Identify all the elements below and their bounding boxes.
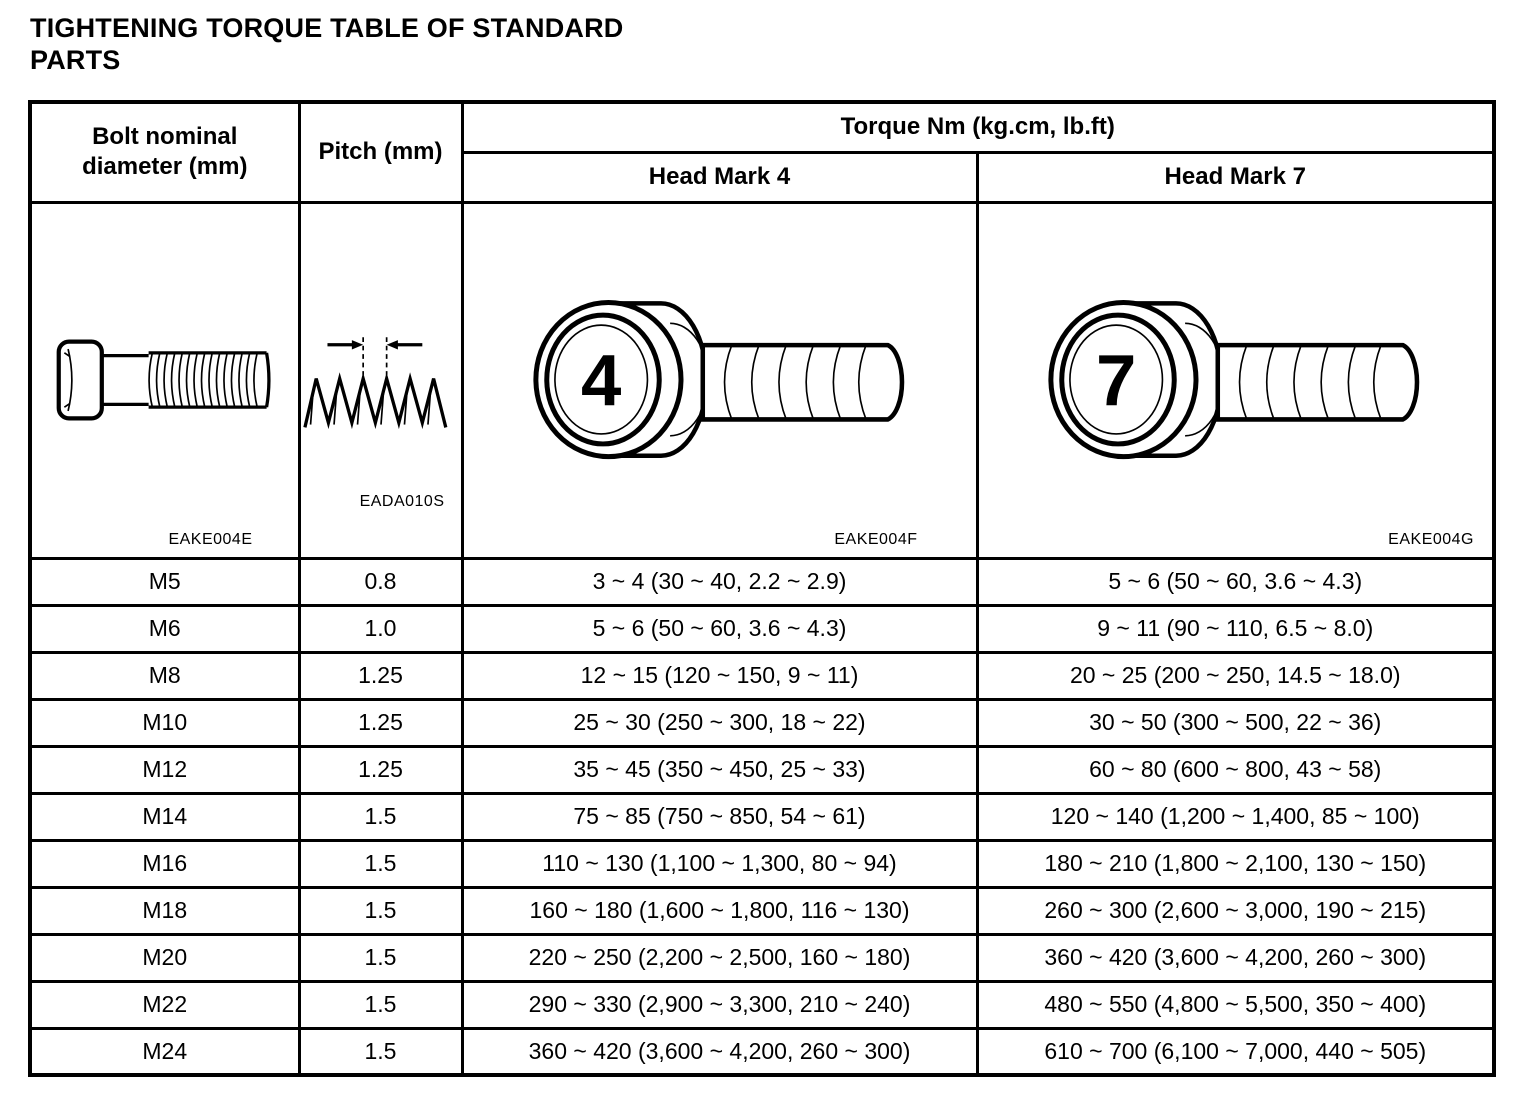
figure-cell-head-mark-7: 7 EAKE004G bbox=[975, 200, 1496, 560]
bolt-size-cell: M10 bbox=[28, 697, 301, 748]
figure-caption-pitch: EADA010S bbox=[359, 492, 445, 510]
pitch-cell: 1.5 bbox=[297, 838, 464, 889]
torque-head-mark-7-cell: 260 ~ 300 (2,600 ~ 3,000, 190 ~ 215) bbox=[975, 885, 1496, 936]
head-mark-4-number: 4 bbox=[581, 340, 621, 421]
torque-head-mark-4-cell: 160 ~ 180 (1,600 ~ 1,800, 116 ~ 130) bbox=[460, 885, 979, 936]
torque-head-mark-4-cell: 75 ~ 85 (750 ~ 850, 54 ~ 61) bbox=[460, 791, 979, 842]
column-header-bolt-diameter: Bolt nominal diameter (mm) bbox=[28, 100, 301, 204]
torque-head-mark-4-cell: 290 ~ 330 (2,900 ~ 3,300, 210 ~ 240) bbox=[460, 979, 979, 1030]
figure-row: EAKE004E EADA010S bbox=[28, 200, 1496, 560]
pitch-cell: 1.5 bbox=[297, 885, 464, 936]
torque-table: Bolt nominal diameter (mm) Pitch (mm) To… bbox=[28, 100, 1496, 1077]
torque-head-mark-7-cell: 9 ~ 11 (90 ~ 110, 6.5 ~ 8.0) bbox=[975, 603, 1496, 654]
pitch-cell: 0.8 bbox=[297, 556, 464, 607]
header-row-2: Head Mark 4 Head Mark 7 bbox=[30, 150, 1496, 204]
pitch-cell: 1.25 bbox=[297, 650, 464, 701]
table-row: M6 1.0 5 ~ 6 (50 ~ 60, 3.6 ~ 4.3) 9 ~ 11… bbox=[28, 603, 1496, 654]
column-header-head-mark-7: Head Mark 7 bbox=[975, 150, 1496, 204]
table-row: M8 1.25 12 ~ 15 (120 ~ 150, 9 ~ 11) 20 ~… bbox=[28, 650, 1496, 701]
torque-head-mark-4-cell: 5 ~ 6 (50 ~ 60, 3.6 ~ 4.3) bbox=[460, 603, 979, 654]
torque-head-mark-4-cell: 220 ~ 250 (2,200 ~ 2,500, 160 ~ 180) bbox=[460, 932, 979, 983]
page-title: TIGHTENING TORQUE TABLE OF STANDARD PART… bbox=[30, 13, 624, 76]
table-row: M20 1.5 220 ~ 250 (2,200 ~ 2,500, 160 ~ … bbox=[28, 932, 1496, 983]
pitch-cell: 1.25 bbox=[297, 744, 464, 795]
table-row: M24 1.5 360 ~ 420 (3,600 ~ 4,200, 260 ~ … bbox=[28, 1026, 1496, 1077]
header-row-1: Bolt nominal diameter (mm) Pitch (mm) To… bbox=[28, 100, 1496, 204]
torque-head-mark-4-cell: 360 ~ 420 (3,600 ~ 4,200, 260 ~ 300) bbox=[460, 1026, 979, 1077]
torque-head-mark-7-cell: 20 ~ 25 (200 ~ 250, 14.5 ~ 18.0) bbox=[975, 650, 1496, 701]
torque-head-mark-4-cell: 12 ~ 15 (120 ~ 150, 9 ~ 11) bbox=[460, 650, 979, 701]
figure-cell-bolt-side-view: EAKE004E bbox=[28, 200, 301, 560]
table-row: M12 1.25 35 ~ 45 (350 ~ 450, 25 ~ 33) 60… bbox=[28, 744, 1496, 795]
bolt-size-cell: M8 bbox=[28, 650, 301, 701]
thread-pitch-illustration bbox=[302, 337, 447, 430]
bolt-side-view-illustration bbox=[56, 339, 271, 421]
bolt-size-cell: M18 bbox=[28, 885, 301, 936]
table-row: M16 1.5 110 ~ 130 (1,100 ~ 1,300, 80 ~ 9… bbox=[28, 838, 1496, 889]
table-row: M18 1.5 160 ~ 180 (1,600 ~ 1,800, 116 ~ … bbox=[28, 885, 1496, 936]
bolt-size-cell: M6 bbox=[28, 603, 301, 654]
torque-head-mark-7-cell: 480 ~ 550 (4,800 ~ 5,500, 350 ~ 400) bbox=[975, 979, 1496, 1030]
bolt-size-cell: M12 bbox=[28, 744, 301, 795]
figure-cell-pitch-diagram: EADA010S bbox=[297, 200, 464, 560]
table-row: M14 1.5 75 ~ 85 (750 ~ 850, 54 ~ 61) 120… bbox=[28, 791, 1496, 842]
figure-caption-bolt-side: EAKE004E bbox=[168, 530, 253, 548]
torque-head-mark-7-cell: 60 ~ 80 (600 ~ 800, 43 ~ 58) bbox=[975, 744, 1496, 795]
column-header-head-mark-4: Head Mark 4 bbox=[460, 150, 979, 204]
pitch-cell: 1.5 bbox=[297, 791, 464, 842]
pitch-cell: 1.5 bbox=[297, 1026, 464, 1077]
column-header-torque-group: Torque Nm (kg.cm, lb.ft) bbox=[460, 100, 1496, 154]
bolt-size-cell: M24 bbox=[28, 1026, 301, 1077]
torque-head-mark-4-cell: 25 ~ 30 (250 ~ 300, 18 ~ 22) bbox=[460, 697, 979, 748]
torque-head-mark-7-cell: 30 ~ 50 (300 ~ 500, 22 ~ 36) bbox=[975, 697, 1496, 748]
head-mark-7-bolt-illustration: 7 bbox=[1048, 299, 1420, 460]
torque-head-mark-4-cell: 110 ~ 130 (1,100 ~ 1,300, 80 ~ 94) bbox=[460, 838, 979, 889]
bolt-size-cell: M5 bbox=[28, 556, 301, 607]
table-row: M10 1.25 25 ~ 30 (250 ~ 300, 18 ~ 22) 30… bbox=[28, 697, 1496, 748]
torque-head-mark-7-cell: 610 ~ 700 (6,100 ~ 7,000, 440 ~ 505) bbox=[975, 1026, 1496, 1077]
torque-head-mark-7-cell: 360 ~ 420 (3,600 ~ 4,200, 260 ~ 300) bbox=[975, 932, 1496, 983]
bolt-size-cell: M20 bbox=[28, 932, 301, 983]
torque-head-mark-4-cell: 3 ~ 4 (30 ~ 40, 2.2 ~ 2.9) bbox=[460, 556, 979, 607]
figure-caption-head-mark-4: EAKE004F bbox=[834, 530, 918, 548]
column-header-pitch: Pitch (mm) bbox=[297, 100, 464, 204]
torque-head-mark-7-cell: 5 ~ 6 (50 ~ 60, 3.6 ~ 4.3) bbox=[975, 556, 1496, 607]
pitch-cell: 1.0 bbox=[297, 603, 464, 654]
pitch-cell: 1.25 bbox=[297, 697, 464, 748]
pitch-cell: 1.5 bbox=[297, 932, 464, 983]
torque-head-mark-7-cell: 180 ~ 210 (1,800 ~ 2,100, 130 ~ 150) bbox=[975, 838, 1496, 889]
bolt-size-cell: M14 bbox=[28, 791, 301, 842]
pitch-cell: 1.5 bbox=[297, 979, 464, 1030]
figure-caption-head-mark-7: EAKE004G bbox=[1388, 530, 1474, 548]
torque-head-mark-7-cell: 120 ~ 140 (1,200 ~ 1,400, 85 ~ 100) bbox=[975, 791, 1496, 842]
bolt-size-cell: M16 bbox=[28, 838, 301, 889]
figure-cell-head-mark-4: 4 EAKE004F bbox=[460, 200, 979, 560]
head-mark-7-number: 7 bbox=[1096, 340, 1136, 421]
table-row: M22 1.5 290 ~ 330 (2,900 ~ 3,300, 210 ~ … bbox=[28, 979, 1496, 1030]
head-mark-4-bolt-illustration: 4 bbox=[532, 299, 904, 460]
torque-head-mark-4-cell: 35 ~ 45 (350 ~ 450, 25 ~ 33) bbox=[460, 744, 979, 795]
bolt-size-cell: M22 bbox=[28, 979, 301, 1030]
table-row: M5 0.8 3 ~ 4 (30 ~ 40, 2.2 ~ 2.9) 5 ~ 6 … bbox=[28, 556, 1496, 607]
